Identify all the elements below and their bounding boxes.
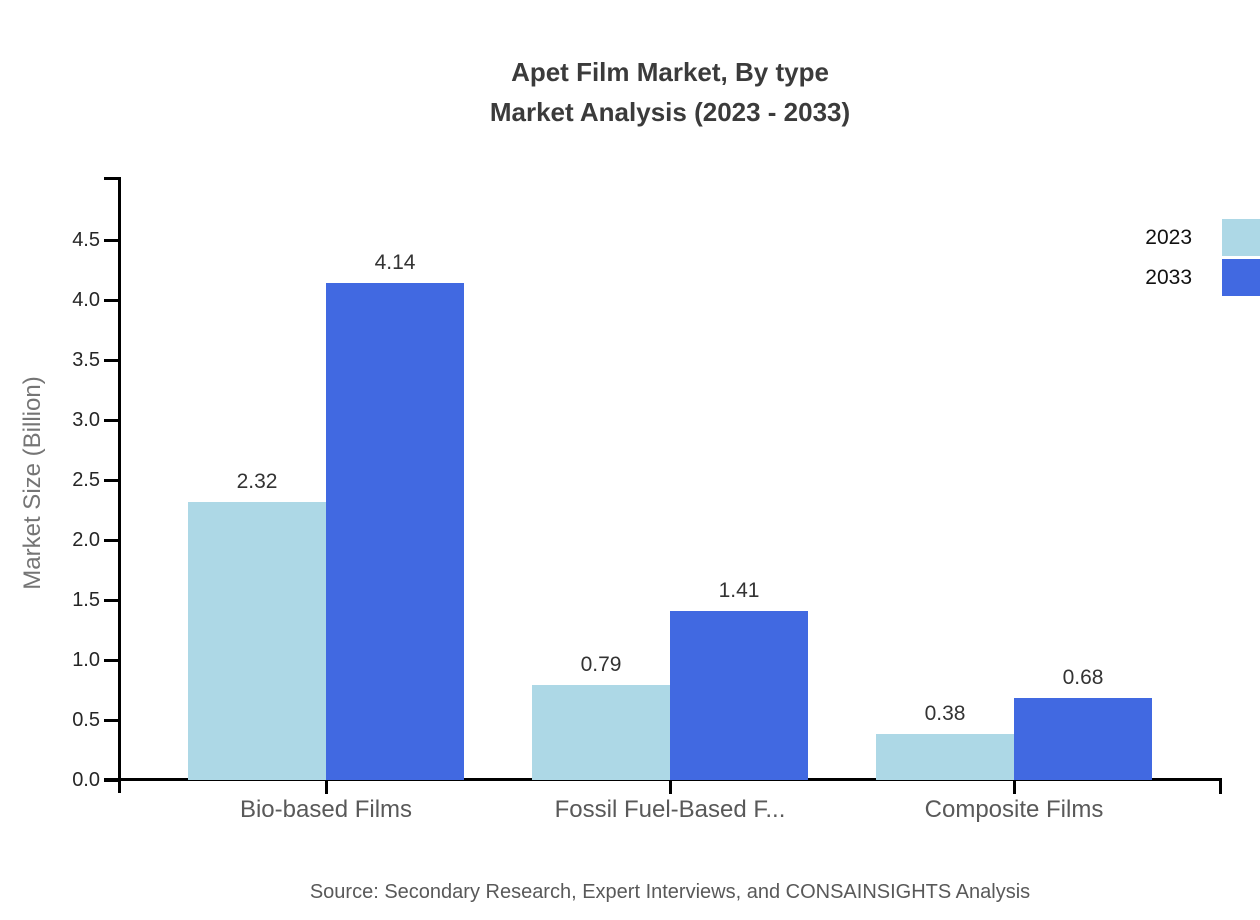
y-tick-label: 4.5 [72, 229, 100, 251]
chart-title-line1: Apet Film Market, By type [511, 57, 829, 87]
source-text: Source: Secondary Research, Expert Inter… [309, 881, 1031, 903]
bar-2023-Bio-based Films [188, 501, 326, 780]
y-tick-mark [104, 659, 119, 662]
y-tick-label: 0.5 [72, 709, 100, 731]
y-tick-mark [104, 359, 119, 362]
x-tick-mark [669, 780, 672, 794]
bar-value-label: 4.14 [374, 251, 416, 275]
y-tick-label: 4.0 [72, 289, 100, 311]
x-tick-mark [325, 780, 328, 794]
bar-value-label: 0.38 [924, 702, 966, 726]
y-tick-label: 3.0 [72, 409, 100, 431]
y-tick-mark [104, 599, 119, 602]
y-tick-label: 2.5 [72, 469, 100, 491]
y-axis-line [118, 177, 121, 793]
chart-title: Apet Film Market, By type Market Analysi… [80, 52, 1260, 132]
bar-2023-Composite Films [876, 734, 1014, 780]
y-tick-mark [104, 779, 119, 782]
x-category-label: Bio-based Films [239, 796, 413, 823]
chart-title-line2: Market Analysis (2023 - 2033) [489, 97, 851, 127]
legend-label-2033: 2033 [1145, 266, 1192, 289]
x-axis-right-cap [1219, 778, 1222, 794]
legend-swatch-2033 [1222, 259, 1260, 296]
y-tick-label: 3.5 [72, 349, 100, 371]
bar-value-label: 2.32 [236, 469, 278, 493]
x-tick-mark [1013, 780, 1016, 794]
x-category-label: Composite Films [924, 796, 1104, 823]
y-tick-mark [104, 719, 119, 722]
y-tick-mark [104, 239, 119, 242]
x-category-label: Fossil Fuel-Based F... [554, 796, 786, 823]
y-axis-top-cap [104, 177, 121, 180]
y-tick-mark [104, 299, 119, 302]
y-tick-label: 2.0 [72, 529, 100, 551]
bar-2023-Fossil Fuel-Based F... [532, 685, 670, 780]
bar-2033-Fossil Fuel-Based F... [670, 610, 808, 780]
legend-label-2023: 2023 [1145, 226, 1192, 249]
y-tick-mark [104, 539, 119, 542]
bar-2033-Composite Films [1014, 698, 1152, 780]
y-tick-mark [104, 479, 119, 482]
y-tick-mark [104, 419, 119, 422]
y-tick-label: 1.5 [72, 589, 100, 611]
y-tick-label: 1.0 [72, 649, 100, 671]
bar-2033-Bio-based Films [326, 283, 464, 780]
bar-value-label: 0.79 [580, 653, 622, 677]
bar-value-label: 1.41 [718, 578, 760, 602]
y-tick-label: 0.0 [72, 769, 100, 791]
legend-swatch-2023 [1222, 219, 1260, 256]
bar-value-label: 0.68 [1062, 666, 1104, 690]
